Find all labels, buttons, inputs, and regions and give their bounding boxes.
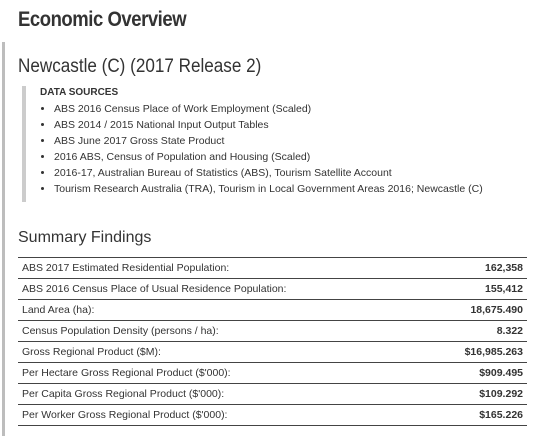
- summary-row: Per Capita Gross Regional Product ($'000…: [18, 383, 527, 405]
- row-value: $109.292: [427, 383, 527, 405]
- sources-list: ABS 2016 Census Place of Work Employment…: [40, 101, 522, 197]
- summary-row: ABS 2016 Census Place of Usual Residence…: [18, 278, 527, 300]
- source-item: ABS June 2017 Gross State Product: [54, 133, 522, 149]
- row-label: Per Worker Gross Regional Product ($'000…: [18, 404, 428, 426]
- row-value: $165.226: [427, 404, 527, 426]
- row-value: 162,358: [427, 257, 527, 279]
- side-bar: [2, 42, 5, 436]
- row-value: 155,412: [427, 278, 527, 300]
- source-item: 2016 ABS, Census of Population and Housi…: [54, 149, 522, 165]
- row-value: $16,985.263: [427, 341, 527, 363]
- row-label: Land Area (ha):: [18, 299, 428, 321]
- summary-row: Per Hectare Gross Regional Product ($'00…: [18, 362, 527, 384]
- row-label: ABS 2017 Estimated Residential Populatio…: [18, 257, 428, 279]
- summary-row: ABS 2017 Estimated Residential Populatio…: [18, 257, 527, 279]
- row-label: Per Hectare Gross Regional Product ($'00…: [18, 362, 428, 384]
- summary-row: Land Area (ha): 18,675.490: [18, 299, 527, 321]
- row-label: Census Population Density (persons / ha)…: [18, 320, 428, 342]
- row-value: 8.322: [427, 320, 527, 342]
- subtitle: Newcastle (C) (2017 Release 2): [18, 56, 262, 77]
- source-item: ABS 2014 / 2015 National Input Output Ta…: [54, 117, 522, 133]
- row-value: $909.495: [427, 362, 527, 384]
- summary-row: Census Population Density (persons / ha)…: [18, 320, 527, 342]
- source-item: 2016-17, Australian Bureau of Statistics…: [54, 165, 522, 181]
- sources-heading: DATA SOURCES: [40, 87, 119, 98]
- row-value: 18,675.490: [427, 299, 527, 321]
- source-item: Tourism Research Australia (TRA), Touris…: [54, 181, 522, 197]
- row-label: ABS 2016 Census Place of Usual Residence…: [18, 278, 428, 300]
- summary-row: Per Worker Gross Regional Product ($'000…: [18, 404, 527, 426]
- data-sources: DATA SOURCES ABS 2016 Census Place of Wo…: [22, 86, 522, 202]
- title: Economic Overview: [18, 8, 187, 31]
- source-item: ABS 2016 Census Place of Work Employment…: [54, 101, 522, 117]
- summary-row: Gross Regional Product ($M): $16,985.263: [18, 341, 527, 363]
- summary-heading: Summary Findings: [18, 229, 152, 246]
- row-label: Gross Regional Product ($M):: [18, 341, 428, 363]
- row-label: Per Capita Gross Regional Product ($'000…: [18, 383, 428, 405]
- summary-table: ABS 2017 Estimated Residential Populatio…: [18, 257, 527, 426]
